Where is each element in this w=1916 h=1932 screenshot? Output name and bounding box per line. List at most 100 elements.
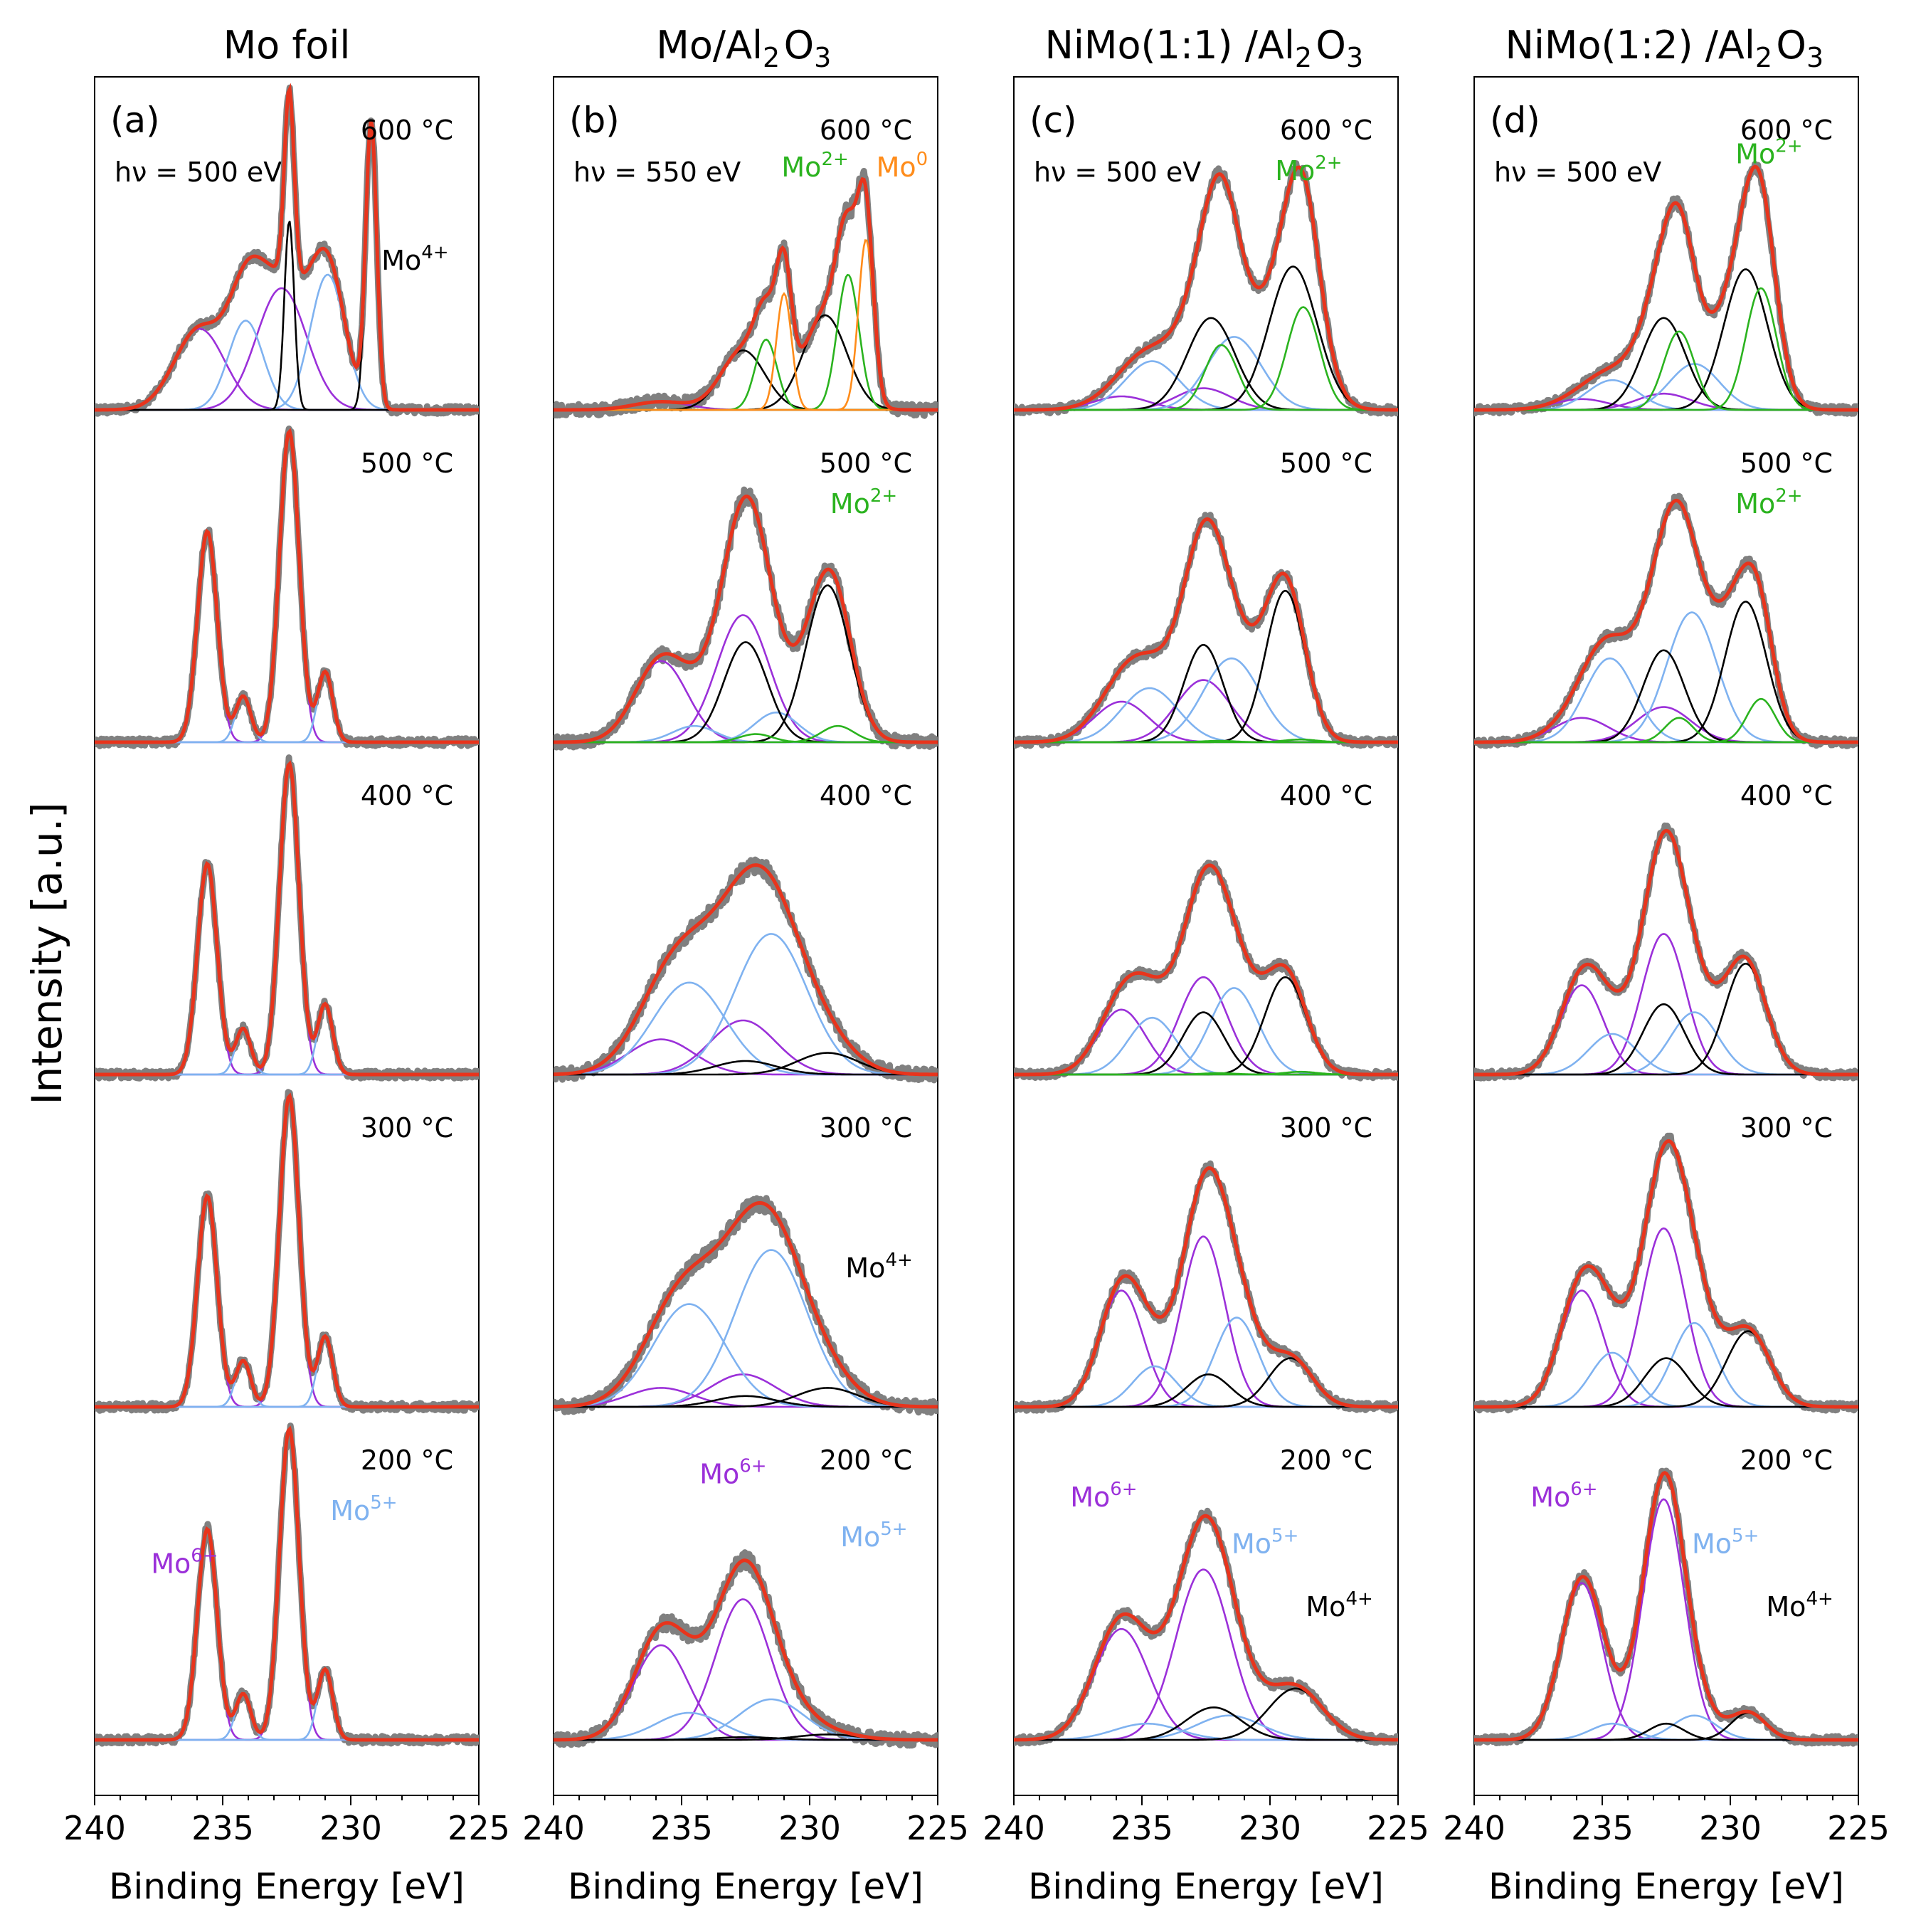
temperature-label: 200 °C (820, 1445, 912, 1476)
spectrum-row-300 (1014, 1160, 1398, 1414)
envelope-fit (1474, 828, 1858, 1077)
panel-letter: (d) (1490, 100, 1540, 141)
measured-data (1474, 161, 1858, 417)
envelope-fit (554, 494, 938, 744)
envelope-fit (1474, 498, 1858, 744)
spectrum-row-500 (95, 426, 479, 749)
x-tick-label: 225 (448, 1809, 510, 1847)
component-mo6plus (95, 1194, 479, 1408)
temperature-label: 500 °C (820, 448, 912, 479)
panel-frame (94, 76, 480, 1796)
panel-letter: (a) (110, 100, 160, 141)
measured-data (554, 486, 938, 751)
spectrum-row-200 (554, 1549, 938, 1749)
component-mo4plus (1474, 268, 1858, 411)
temperature-label: 400 °C (361, 780, 453, 811)
temperature-label: 300 °C (361, 1112, 453, 1144)
measured-data (1014, 860, 1398, 1082)
x-tick-label: 230 (1239, 1809, 1301, 1847)
measured-data (554, 1195, 938, 1416)
component-mo6plus (95, 862, 479, 1076)
panel-a: Mo foil 240 235 230 225 Binding Energy [eV] (a… (63, 23, 510, 1907)
spectrum-row-300 (1474, 1132, 1858, 1414)
species-label-mo5plus: Mo5+ (330, 1492, 397, 1526)
panel-c: NiMo(1:1) /Al2 O3 240 235 230 225 Binding En… (983, 23, 1429, 1907)
envelope-fit (95, 1092, 479, 1409)
spectrum-row-200 (1474, 1467, 1858, 1747)
temperature-label: 300 °C (1740, 1112, 1833, 1144)
species-label-mo2plus: Mo2+ (1735, 485, 1802, 519)
panel-title: Mo/Al2 O3 (656, 23, 835, 73)
envelope-fit (1014, 1166, 1398, 1409)
x-tick-label: 225 (906, 1809, 969, 1847)
component-mo2plus (1014, 1070, 1398, 1076)
component-mo2plus (1014, 738, 1398, 744)
spectrum-row-400 (554, 856, 938, 1084)
component-mo5plus (95, 695, 479, 744)
panel-frame (1013, 76, 1399, 1796)
envelope-fit (1474, 1470, 1858, 1742)
envelope-fit (554, 176, 938, 412)
component-mo2plus (1014, 306, 1398, 411)
envelope-fit (1014, 863, 1398, 1077)
spectrum-row-600 (554, 168, 938, 419)
panel-frame (553, 76, 938, 1796)
x-tick-label: 235 (191, 1809, 254, 1847)
temperature-label: 400 °C (820, 780, 912, 811)
component-mo4plus (554, 1387, 938, 1408)
spectrum-row-400 (95, 754, 479, 1082)
panel-letter: (c) (1030, 100, 1077, 141)
panel-letter: (b) (569, 100, 620, 141)
spectrum-row-500 (1474, 492, 1858, 749)
panel-b: Mo/Al2 O3 240 235 230 225 Binding Energy [eV… (522, 23, 969, 1907)
temperature-label: 600 °C (361, 115, 453, 146)
x-tick-label: 240 (1443, 1809, 1505, 1847)
species-label-mo5plus: Mo5+ (840, 1519, 907, 1553)
x-tick-label: 230 (1699, 1809, 1762, 1847)
envelope-fit (95, 428, 479, 744)
curves (1014, 160, 1398, 1747)
spectrum-row-200 (1014, 1507, 1398, 1747)
species-label-mo2plus: Mo2+ (781, 149, 848, 183)
component-mo6plus (1014, 1289, 1398, 1408)
spectrum-row-500 (1014, 512, 1398, 749)
species-label-mo0: Mo0 (877, 149, 928, 183)
x-tick-label: 235 (1571, 1809, 1634, 1847)
component-mo6plus (1014, 1235, 1398, 1408)
x-tick-label: 230 (778, 1809, 841, 1847)
temperature-label: 500 °C (1280, 448, 1372, 479)
envelope-fit (1474, 1139, 1858, 1409)
species-label-mo2plus: Mo2+ (1735, 135, 1802, 169)
species-label-mo6plus: Mo6+ (1530, 1479, 1597, 1513)
temperature-label: 600 °C (1280, 115, 1372, 146)
curves (95, 83, 479, 1747)
species-label-mo5plus: Mo5+ (1232, 1525, 1298, 1559)
component-mo5plus (1474, 611, 1858, 744)
envelope-fit (1014, 165, 1398, 412)
x-axis-label: Binding Energy [eV] (109, 1866, 465, 1907)
spectrum-row-400 (1474, 822, 1858, 1082)
envelope-fit (554, 863, 938, 1077)
photon-energy: hν = 500 eV (115, 157, 282, 188)
species-label-mo6plus: Mo6+ (151, 1546, 218, 1580)
component-mo5plus (95, 1668, 479, 1741)
component-mo4plus (1014, 317, 1398, 411)
component-mo4plus (1474, 601, 1858, 744)
spectrum-row-300 (95, 1089, 479, 1414)
spectrum-row-300 (554, 1195, 938, 1416)
component-mo6plus (1474, 1289, 1858, 1408)
temperature-label: 500 °C (361, 448, 453, 479)
temperature-label: 200 °C (361, 1445, 453, 1476)
envelope-fit (554, 1558, 938, 1742)
temperature-label: 200 °C (1280, 1445, 1372, 1476)
species-label-mo6plus: Mo6+ (1070, 1479, 1137, 1513)
component-mo4plus (554, 1052, 938, 1076)
species-label-mo6plus: Mo6+ (699, 1455, 766, 1489)
component-mo5plus (95, 1335, 479, 1408)
species-label-mo4plus: Mo4+ (381, 242, 448, 276)
spectrum-row-400 (1014, 860, 1398, 1082)
component-mo5plus (1014, 987, 1398, 1076)
component-mo5plus (95, 1028, 479, 1076)
component-mo5plus (95, 1003, 479, 1076)
